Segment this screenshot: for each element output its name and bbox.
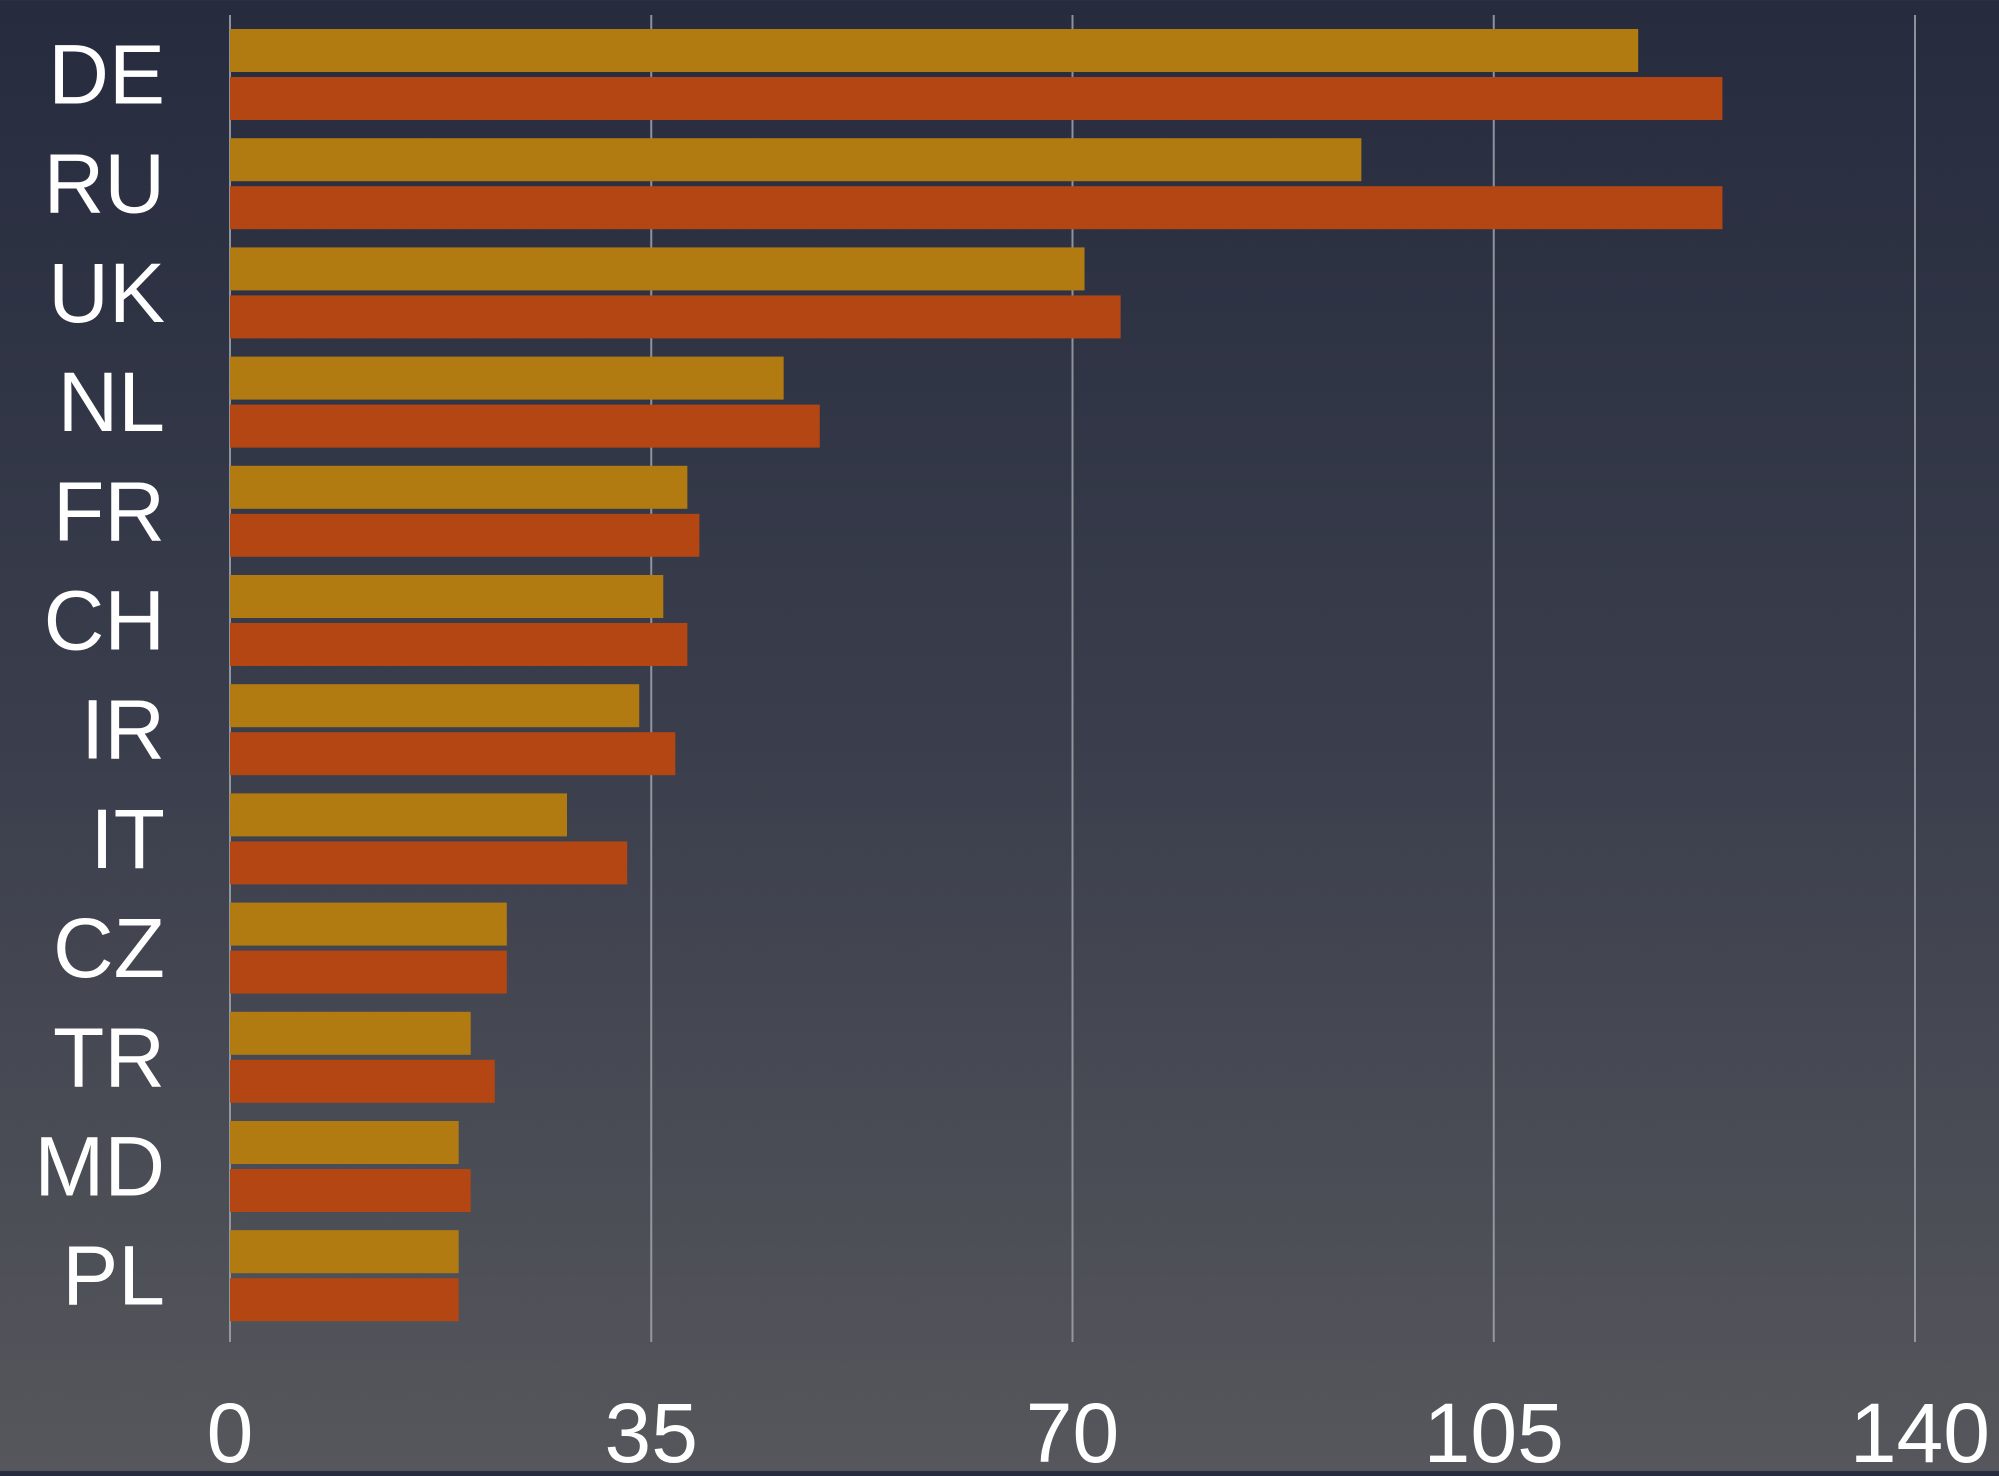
bar-ch-series-1	[230, 575, 664, 618]
category-label-fr: FR	[53, 464, 165, 558]
bar-de-series-2	[230, 77, 1723, 120]
x-tick-label: 70	[1026, 1386, 1119, 1471]
y-axis-labels: DE RU UK NL FR CH IR IT CZ TR MD PL	[34, 28, 165, 1323]
category-label-ch: CH	[44, 574, 165, 668]
bar-fr-series-1	[230, 465, 688, 509]
category-label-md: MD	[34, 1120, 165, 1214]
bar-ir-series-2	[230, 732, 676, 776]
bar-pl-series-1	[230, 1230, 459, 1274]
x-tick-label: 105	[1424, 1386, 1564, 1471]
bar-it-series-2	[230, 841, 628, 885]
x-axis-labels: 0 35 70 105 140	[207, 1386, 1990, 1476]
category-label-tr: TR	[53, 1010, 165, 1104]
bar-uk-series-2	[230, 295, 1121, 339]
bar-cz-series-1	[230, 902, 507, 946]
category-label-ir: IR	[81, 683, 165, 777]
grid-lines	[229, 15, 1916, 1342]
bars	[230, 29, 1723, 1322]
x-tick-label: 0	[207, 1386, 254, 1471]
bar-nl-series-2	[230, 404, 820, 448]
bar-uk-series-1	[230, 247, 1085, 291]
category-label-pl: PL	[62, 1229, 165, 1323]
bar-nl-series-1	[230, 356, 784, 400]
bar-ch-series-2	[230, 623, 688, 666]
x-tick-label: 35	[605, 1386, 698, 1471]
category-label-ru: RU	[44, 137, 165, 231]
bar-fr-series-2	[230, 513, 700, 557]
bar-tr-series-1	[230, 1011, 471, 1055]
category-label-it: IT	[90, 792, 165, 886]
bar-it-series-1	[230, 793, 567, 837]
bar-ru-series-1	[230, 138, 1362, 182]
bar-ir-series-1	[230, 684, 640, 728]
category-label-de: DE	[48, 28, 165, 122]
bar-pl-series-2	[230, 1278, 459, 1322]
x-tick-label: 140	[1850, 1386, 1990, 1471]
category-label-nl: NL	[58, 355, 165, 449]
category-label-uk: UK	[48, 246, 165, 340]
bar-tr-series-2	[230, 1059, 495, 1103]
category-label-cz: CZ	[53, 901, 165, 995]
bar-ru-series-2	[230, 186, 1723, 230]
bar-de-series-1	[230, 29, 1639, 72]
bar-md-series-1	[230, 1121, 459, 1164]
bar-md-series-2	[230, 1169, 471, 1212]
bar-cz-series-2	[230, 950, 507, 994]
